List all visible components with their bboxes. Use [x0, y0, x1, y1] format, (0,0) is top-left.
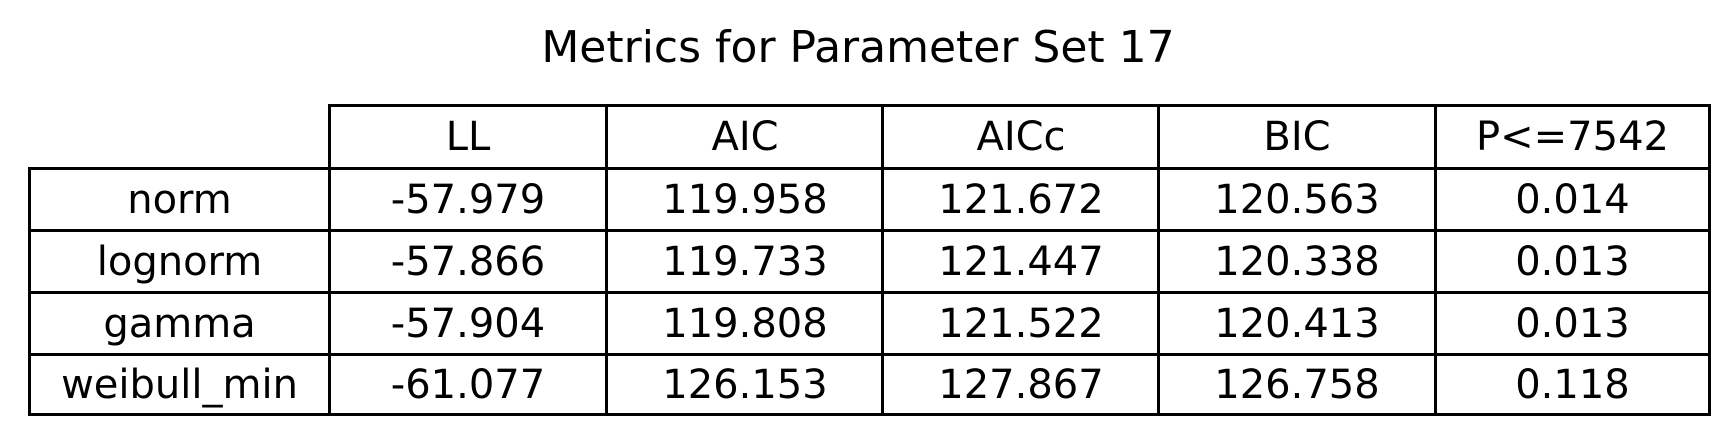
table-cell: 0.118: [1434, 353, 1711, 416]
column-header: AICc: [881, 104, 1158, 167]
row-label: norm: [28, 167, 328, 229]
table-cell: -57.866: [328, 229, 605, 291]
table-cell: 119.958: [605, 167, 882, 229]
table-cell: 120.413: [1157, 291, 1434, 353]
table-cell: 121.522: [881, 291, 1158, 353]
table-cell: 126.758: [1157, 353, 1434, 416]
table-cell: 126.153: [605, 353, 882, 416]
column-header: LL: [328, 104, 605, 167]
table-cell: 0.013: [1434, 229, 1711, 291]
table-cell: 121.447: [881, 229, 1158, 291]
table-cell: 120.338: [1157, 229, 1434, 291]
table-cell: -57.904: [328, 291, 605, 353]
row-label: gamma: [28, 291, 328, 353]
table-cell: 120.563: [1157, 167, 1434, 229]
row-label: lognorm: [28, 229, 328, 291]
table-cell: -57.979: [328, 167, 605, 229]
table-cell: 127.867: [881, 353, 1158, 416]
table-cell: 0.013: [1434, 291, 1711, 353]
table-cell: 119.808: [605, 291, 882, 353]
chart-title: Metrics for Parameter Set 17: [541, 22, 1175, 73]
column-header: AIC: [605, 104, 882, 167]
table-cell: 119.733: [605, 229, 882, 291]
table-cell: 121.672: [881, 167, 1158, 229]
row-label: weibull_min: [28, 353, 328, 416]
table-cell: -61.077: [328, 353, 605, 416]
column-header: P<=7542: [1434, 104, 1711, 167]
column-header: BIC: [1157, 104, 1434, 167]
table-cell: 0.014: [1434, 167, 1711, 229]
